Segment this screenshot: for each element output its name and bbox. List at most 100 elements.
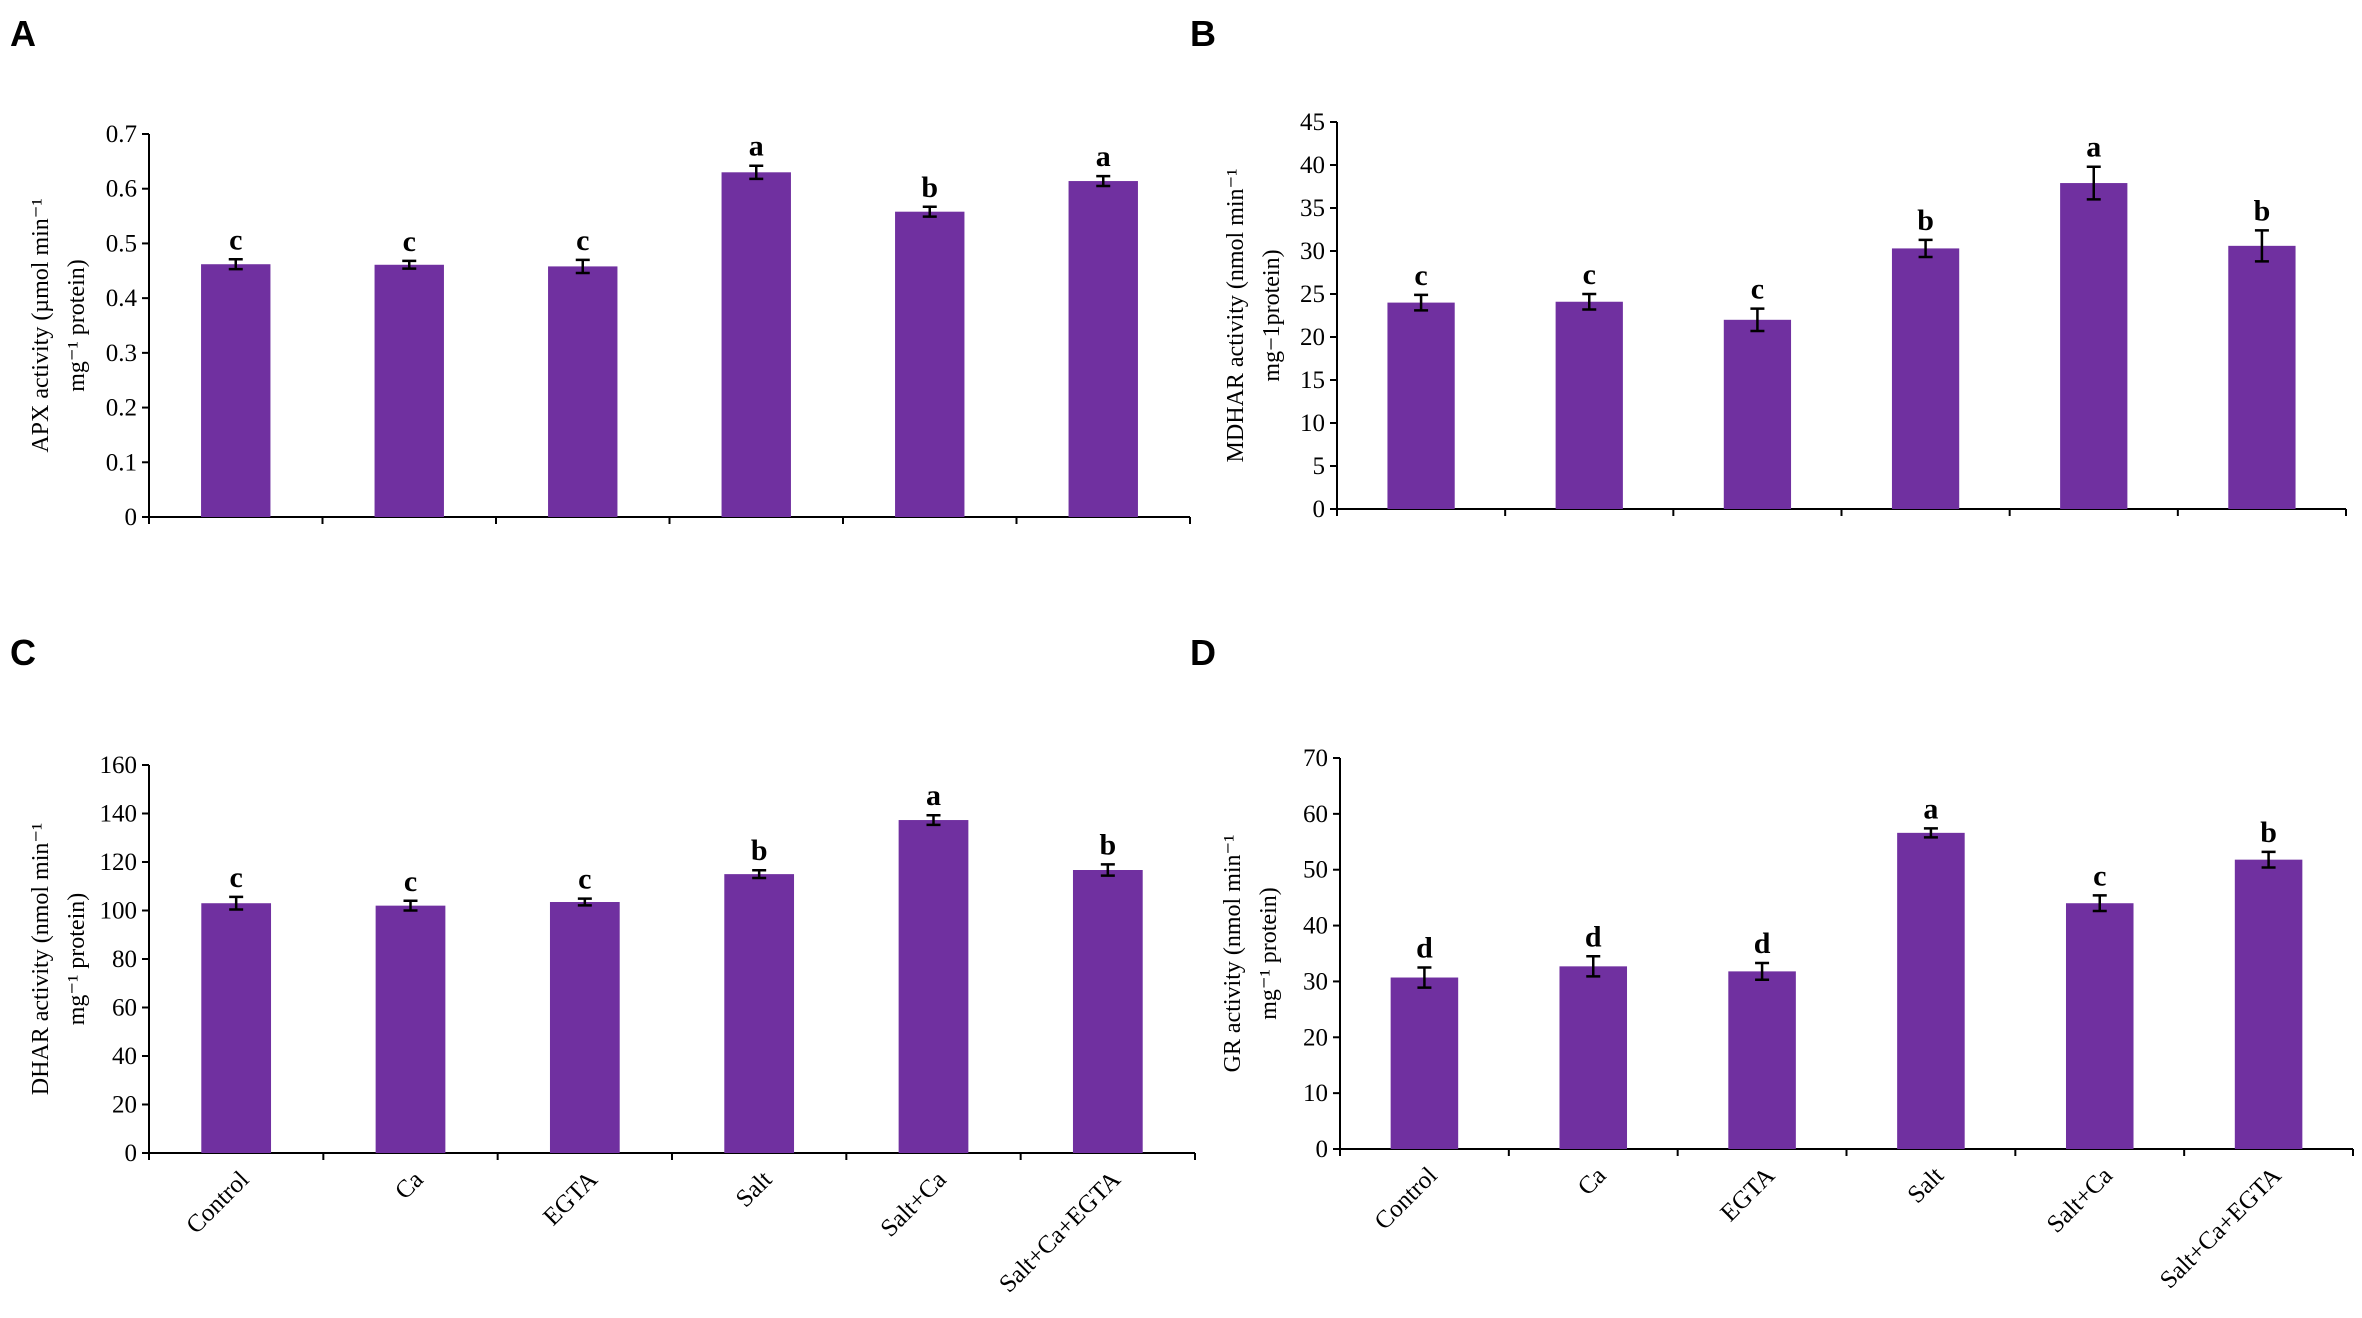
panel-letter: A (10, 13, 36, 54)
significance-label: b (751, 834, 768, 867)
chart-panel-d: D 0 10 20 30 40 50 60 70 GR activity (nmol min⁻¹ m… (1190, 632, 2354, 1294)
y-tick-label: 50 (1303, 857, 1328, 884)
error-bar (1096, 174, 1111, 188)
chart-panel-c: C 0 20 40 60 80 100 120 140 160 DHAR activity (nmo… (10, 632, 1196, 1298)
bar-salt (1891, 248, 1960, 510)
significance-label: c (1583, 258, 1596, 291)
significance-label: d (1585, 920, 1602, 953)
chart-panel-a: A 0 0.1 0.2 0.3 0.4 0.5 0.6 0.7 APX activity (µmo… (10, 13, 1191, 531)
y-tick-label: 0.1 (106, 449, 137, 476)
bar-salt-ca (895, 211, 965, 518)
x-category-label: Ca (1573, 1162, 1612, 1201)
x-category-label: Salt (1903, 1162, 1950, 1209)
error-bar (2092, 894, 2107, 913)
x-category-label: Salt+Ca (2042, 1162, 2118, 1238)
y-tick-label: 20 (1300, 324, 1325, 351)
y-tick-label: 5 (1313, 453, 1326, 480)
bar-ca (374, 264, 444, 517)
y-tick-label: 40 (1303, 913, 1328, 940)
significance-label: c (1751, 273, 1764, 306)
y-axis-label-line: MDHAR activity (nmol min⁻¹ (1223, 169, 1249, 463)
error-bar (1582, 292, 1597, 311)
significance-label: c (576, 224, 589, 257)
x-category-label: Salt+Ca (876, 1166, 952, 1242)
y-tick-label: 120 (100, 849, 138, 876)
y-axis-label-line: APX activity (µmol min⁻¹ (28, 198, 54, 452)
panel-letter: D (1190, 632, 1216, 673)
bar-salt-ca (2060, 183, 2128, 509)
bar-salt-ca-egta (2228, 245, 2296, 509)
error-bar (922, 205, 937, 218)
error-bar (1923, 827, 1938, 839)
bar-ca (375, 905, 446, 1153)
error-bar (926, 813, 941, 827)
y-tick-label: 40 (112, 1043, 137, 1070)
y-tick-label: 100 (100, 898, 138, 925)
y-tick-label: 0 (1313, 496, 1326, 523)
significance-label: c (2093, 859, 2106, 892)
significance-label: a (1923, 792, 1938, 825)
y-tick-label: 60 (1303, 801, 1328, 828)
y-axis-label-line: mg⁻¹ protein) (1256, 887, 1282, 1020)
y-tick-label: 30 (1303, 968, 1328, 995)
y-tick-label: 40 (1300, 152, 1325, 179)
bar-salt-ca (2065, 903, 2134, 1149)
significance-label: d (1416, 931, 1433, 964)
error-bar (1414, 293, 1429, 312)
y-tick-label: 20 (1303, 1024, 1328, 1051)
error-bar (1755, 961, 1770, 982)
y-tick-label: 0.3 (106, 340, 137, 367)
y-tick-label: 15 (1300, 367, 1325, 394)
bar-egta (549, 902, 620, 1153)
significance-label: c (578, 863, 591, 896)
bar-control (201, 264, 271, 517)
y-tick-label: 0.7 (106, 121, 137, 148)
error-bar (1586, 955, 1601, 978)
panel-letter: B (1190, 13, 1216, 54)
error-bar (229, 895, 244, 911)
bar-egta (1728, 971, 1796, 1149)
error-bar (1918, 238, 1933, 259)
bar-salt-ca-egta (1068, 181, 1138, 517)
y-tick-label: 80 (112, 946, 137, 973)
panel-letter: C (10, 632, 36, 673)
error-bar (575, 258, 590, 275)
y-tick-label: 0.5 (106, 230, 137, 257)
error-bar (1100, 863, 1115, 877)
significance-label: c (403, 225, 416, 258)
error-bar (1417, 966, 1432, 989)
error-bar (403, 899, 418, 912)
error-bar (577, 897, 592, 907)
bar-control (1387, 302, 1455, 509)
error-bar (2261, 850, 2276, 869)
y-tick-label: 10 (1300, 410, 1325, 437)
x-category-label: Control (181, 1166, 254, 1239)
y-axis-label-line: mg⁻¹ protein) (64, 259, 90, 392)
bar-control (1390, 977, 1459, 1149)
y-tick-label: 0 (125, 1140, 138, 1167)
x-category-label: Salt+Ca+EGTA (994, 1166, 1126, 1298)
chart-panel-b: B 0 5 10 15 20 25 30 35 40 45 MDHAR activity (nmol … (1190, 13, 2347, 523)
significance-label: b (1917, 204, 1934, 237)
y-tick-label: 25 (1300, 281, 1325, 308)
bar-salt (721, 172, 791, 518)
significance-label: a (749, 130, 764, 163)
bar-egta (548, 266, 618, 517)
x-category-label: Ca (390, 1166, 429, 1205)
x-category-label: EGTA (538, 1166, 603, 1231)
error-bar (2086, 165, 2101, 201)
error-bar (752, 868, 767, 880)
error-bar (2254, 229, 2269, 263)
y-axis-label-line: mg⁻¹ protein) (64, 893, 90, 1026)
y-axis-label-line: GR activity (nmol min⁻¹ (1220, 835, 1246, 1073)
significance-label: a (926, 779, 941, 812)
x-category-label: EGTA (1716, 1162, 1781, 1227)
x-category-label: Salt+Ca+EGTA (2155, 1162, 2287, 1294)
significance-label: c (404, 865, 417, 898)
error-bar (1750, 307, 1765, 333)
bar-salt (724, 874, 795, 1153)
bar-salt-ca (898, 820, 969, 1153)
bar-ca (1559, 966, 1628, 1149)
significance-label: b (2260, 816, 2277, 849)
